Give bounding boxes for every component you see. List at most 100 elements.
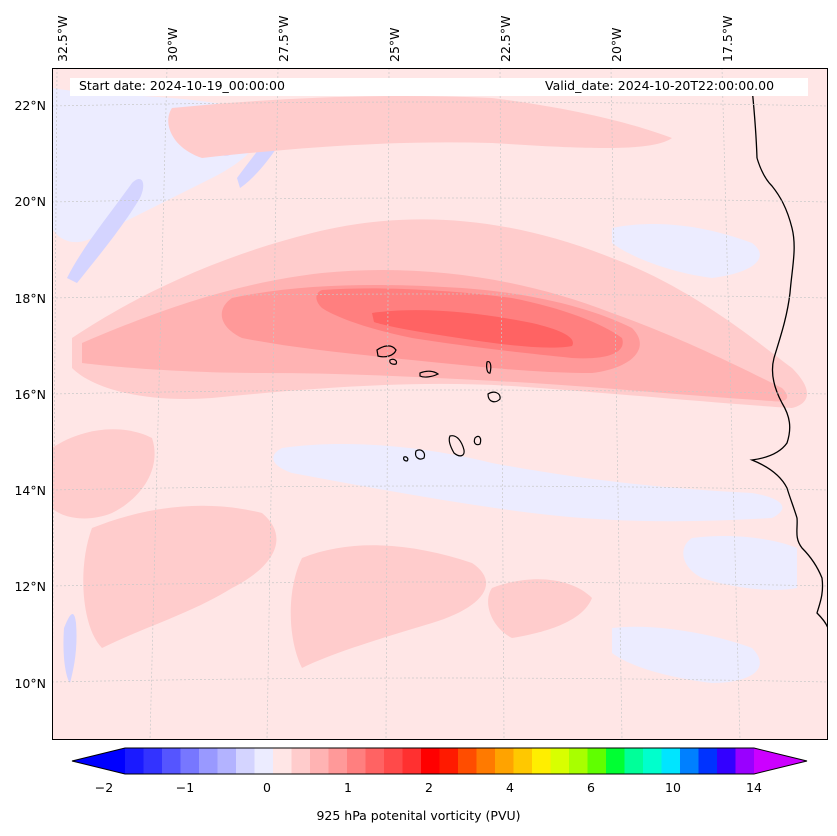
colorbar-cell [624, 748, 644, 774]
lat-label-12n: 12°N [14, 579, 46, 594]
lat-label-20n: 20°N [14, 194, 46, 209]
colorbar-cell [384, 748, 403, 774]
colorbar-tick-1: 1 [344, 780, 352, 795]
parallel-20n [52, 197, 828, 203]
colorbar-tick-neg1: −1 [175, 780, 195, 795]
start-date-label: Start date: 2024-10-19_00:00:00 [79, 78, 285, 93]
lon-label-17-5w: 17.5°W [720, 15, 735, 62]
colorbar-cell [254, 748, 274, 774]
colorbar-cell [661, 748, 681, 774]
parallel-18n [52, 293, 828, 299]
colorbar-label: 925 hPa potenital vorticity (PVU) [316, 808, 521, 823]
parallel-10n [52, 677, 828, 683]
lat-label-18n: 18°N [14, 291, 46, 306]
colorbar-cell [347, 748, 366, 774]
colorbar-cell [476, 748, 496, 774]
colorbar-cell [717, 748, 736, 774]
map-border [52, 68, 828, 740]
colorbar-tick-6: 6 [587, 780, 595, 795]
parallel-12n [52, 581, 828, 587]
colorbar-cell [273, 748, 292, 774]
meridian-20w [610, 68, 623, 740]
colorbar-tick-4: 4 [506, 780, 514, 795]
meridian-25w [385, 68, 390, 740]
meridian-22-5w [499, 68, 505, 740]
colorbar-cell [217, 748, 237, 774]
colorbar-cell [236, 748, 255, 774]
graticule [52, 68, 828, 740]
info-banner [70, 78, 808, 96]
island-santo-antao [376, 345, 397, 358]
colorbar-cell [550, 748, 570, 774]
island-santiago [448, 435, 465, 457]
colorbar-cell [587, 748, 607, 774]
colorbar-tick-neg2: −2 [94, 780, 114, 795]
lon-label-30w: 30°W [165, 27, 180, 62]
colorbar-cell [199, 748, 218, 774]
island-boa-vista [487, 391, 501, 403]
colorbar-tick-14: 14 [746, 780, 762, 795]
colorbar-tick-10: 10 [665, 780, 681, 795]
colorbar-over-arrow [754, 748, 807, 774]
parallel-14n [52, 485, 828, 491]
meridian-30w [149, 68, 168, 740]
lat-label-22n: 22°N [14, 98, 46, 113]
parallel-22n [52, 101, 828, 107]
pv-negative-region-southeast [612, 626, 760, 683]
colorbar-cell [680, 748, 699, 774]
lat-label-14n: 14°N [14, 483, 46, 498]
colorbar-cell [143, 748, 163, 774]
meridian-27-5w [266, 68, 279, 740]
lon-label-25w: 25°W [387, 27, 402, 62]
pv-negative-region-east [683, 536, 797, 590]
colorbar-cell [698, 748, 718, 774]
island-sal [486, 360, 492, 374]
colorbar-cell [735, 748, 755, 774]
colorbar-cell [162, 748, 181, 774]
colorbar-cell [439, 748, 459, 774]
pv-negative-region-northeast [612, 223, 760, 278]
lon-label-22-5w: 22.5°W [498, 15, 513, 62]
pv-streaks-light-west [52, 429, 155, 519]
meridian-17-5w [721, 68, 741, 740]
colorbar-cell [421, 748, 440, 774]
africa-coastline [749, 157, 828, 629]
colorbar-cell [513, 748, 533, 774]
pv-streaks-light-south2 [290, 545, 487, 668]
pv-streaks-light-north [168, 96, 672, 158]
lon-label-32-5w: 32.5°W [55, 15, 70, 62]
lon-label-27-5w: 27.5°W [276, 15, 291, 62]
pv-negative-streak-nw [67, 178, 144, 283]
colorbar-tick-0: 0 [263, 780, 271, 795]
lat-label-10n: 10°N [14, 676, 46, 691]
island-sao-nicolau [419, 370, 440, 378]
island-sao-vicente [389, 358, 398, 365]
island-maio [473, 435, 482, 446]
colorbar-cell [365, 748, 385, 774]
pv-core-max [372, 310, 573, 348]
colorbar-cell [310, 748, 329, 774]
island-brava [403, 456, 409, 462]
colorbar-cell [569, 748, 588, 774]
lat-label-16n: 16°N [14, 387, 46, 402]
colorbar-cell [495, 748, 514, 774]
colorbar-cell [291, 748, 311, 774]
map-panel [52, 68, 828, 740]
colorbar-cell [402, 748, 422, 774]
pv-streaks-light-south1 [83, 505, 277, 648]
colorbar-outline [71, 747, 808, 775]
colorbar-cell [180, 748, 200, 774]
colorbar-cell [643, 748, 662, 774]
colorbar-cell [606, 748, 625, 774]
colorbar-cell [532, 748, 551, 774]
lon-label-20w: 20°W [609, 27, 624, 62]
pv-negative-streak-west [63, 613, 77, 683]
colorbar-under-arrow [72, 748, 125, 774]
valid-date-label: Valid_date: 2024-10-20T22:00:00.00 [545, 78, 775, 93]
island-fogo [414, 449, 426, 460]
colorbar-cell [458, 748, 477, 774]
colorbar-cell [125, 748, 144, 774]
colorbar [71, 747, 808, 775]
colorbar-tick-2: 2 [425, 780, 433, 795]
pv-streaks-light-south3 [488, 579, 592, 638]
